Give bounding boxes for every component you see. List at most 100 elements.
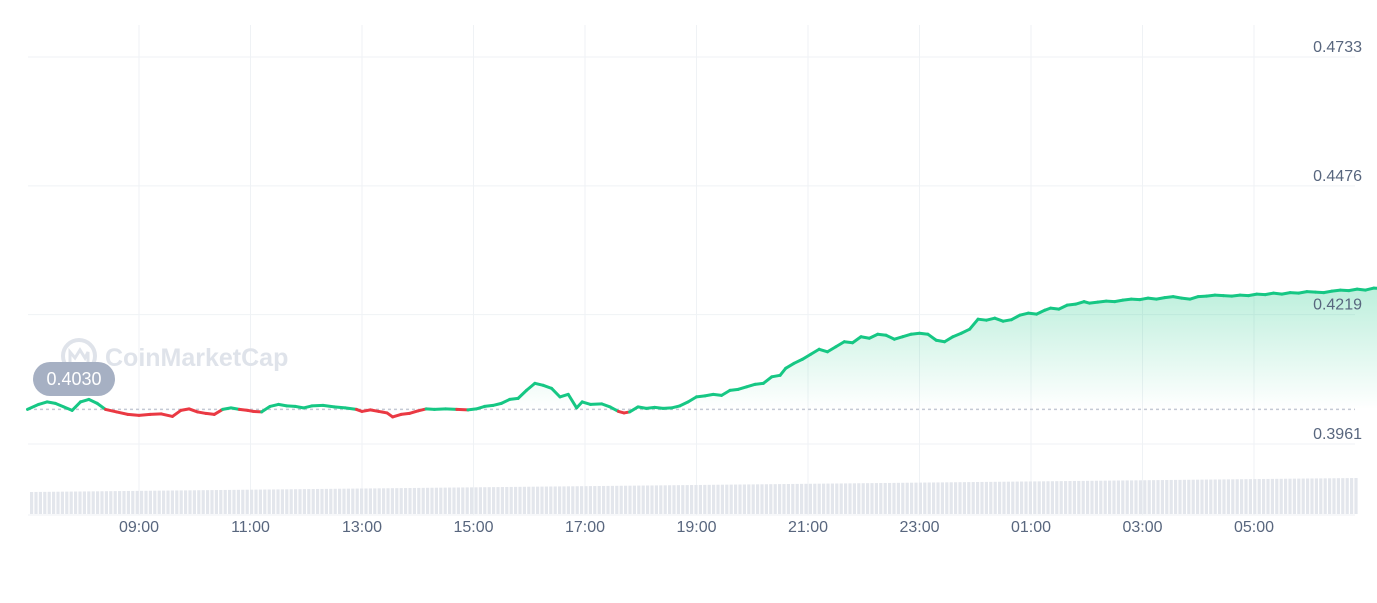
volume-bar: [984, 481, 988, 514]
volume-bar: [364, 488, 368, 514]
volume-bar: [918, 482, 922, 514]
volume-bar: [1121, 480, 1125, 514]
volume-bar: [483, 487, 487, 514]
volume-bar: [1068, 481, 1072, 514]
volume-bar: [267, 489, 271, 514]
volume-bar: [87, 491, 91, 514]
volume-bar: [1086, 480, 1090, 514]
price-line-segment: [800, 352, 813, 361]
volume-bar: [245, 489, 249, 514]
volume-bar: [1165, 480, 1169, 514]
volume-bar: [1099, 480, 1103, 514]
y-tick-label: 0.4219: [1313, 297, 1362, 314]
volume-bar: [954, 482, 958, 514]
volume-bar: [514, 486, 518, 514]
volume-bar: [637, 485, 641, 514]
volume-bar: [417, 487, 421, 514]
price-line-segment: [943, 335, 955, 344]
volume-bar: [1319, 478, 1323, 514]
volume-bar: [1116, 480, 1120, 514]
volume-bar: [175, 490, 179, 514]
volume-bar: [448, 487, 452, 514]
volume-bar: [148, 490, 152, 514]
volume-bar: [870, 483, 874, 514]
volume-bar: [1306, 478, 1310, 514]
price-line-segment: [792, 357, 804, 365]
volume-bar: [1055, 481, 1059, 514]
volume-bars: [30, 478, 1358, 514]
volume-bar: [43, 491, 47, 514]
price-line-segment: [1009, 313, 1022, 322]
volume-bar: [615, 485, 619, 514]
volume-bar: [294, 489, 298, 514]
volume-bar: [518, 486, 522, 514]
watermark-brand: CoinMarketCap: [105, 344, 288, 372]
volume-bar: [91, 491, 95, 514]
price-line-segment: [589, 402, 604, 406]
volume-bar: [993, 481, 997, 514]
volume-bar: [1323, 478, 1327, 514]
volume-bar: [597, 486, 601, 514]
volume-bar: [47, 491, 51, 514]
volume-bar: [201, 490, 205, 514]
volume-bar: [712, 484, 716, 514]
price-line-segment: [1035, 308, 1047, 316]
volume-bar: [1077, 480, 1081, 514]
volume-bar: [74, 491, 78, 514]
volume-bar: [1213, 479, 1217, 514]
price-line-segment: [686, 395, 698, 404]
price-line-segment: [678, 400, 690, 408]
volume-bar: [390, 488, 394, 514]
volume-bar: [738, 484, 742, 514]
volume-bar: [118, 491, 122, 514]
volume-bar: [351, 488, 355, 514]
volume-bar: [30, 492, 34, 514]
price-line-segment: [867, 332, 880, 340]
volume-bar: [1336, 478, 1340, 514]
volume-bar: [795, 483, 799, 514]
volume-bar: [144, 490, 148, 514]
volume-bar: [1015, 481, 1019, 514]
volume-bar: [65, 491, 69, 514]
volume-bar: [1253, 479, 1257, 514]
volume-bar: [756, 484, 760, 514]
price-line-segment: [516, 388, 528, 400]
price-line-segment: [115, 410, 130, 416]
volume-bar: [672, 485, 676, 514]
volume-bar: [333, 488, 337, 514]
volume-bar: [549, 486, 553, 514]
volume-bar: [901, 482, 905, 514]
price-line: [26, 286, 1377, 419]
volume-bar: [219, 490, 223, 514]
volume-bar: [558, 486, 562, 514]
volume-bar: [324, 488, 328, 514]
volume-bar: [82, 491, 86, 514]
price-line-segment: [784, 361, 796, 370]
volume-bar: [527, 486, 531, 514]
x-tick-label: 11:00: [231, 519, 270, 536]
volume-bar: [1169, 479, 1173, 514]
volume-bar: [1020, 481, 1024, 514]
volume-bar: [452, 487, 456, 514]
price-line-segment: [104, 407, 119, 414]
volume-bar: [905, 482, 909, 514]
volume-bar: [531, 486, 535, 514]
price-line-segment: [432, 407, 448, 411]
volume-bar: [562, 486, 566, 514]
volume-bar: [1288, 478, 1292, 514]
volume-bar: [580, 486, 584, 514]
volume-bar: [329, 488, 333, 514]
volume-bar: [826, 483, 830, 514]
volume-bar: [980, 481, 984, 514]
price-line-segment: [455, 407, 470, 412]
volume-bar: [1028, 481, 1032, 514]
volume-bar: [1196, 479, 1200, 514]
volume-bar: [289, 489, 293, 514]
price-line-segment: [444, 407, 459, 411]
volume-bar: [896, 482, 900, 514]
volume-bar: [971, 482, 975, 514]
volume-bar: [857, 483, 861, 514]
volume-bar: [210, 490, 214, 514]
